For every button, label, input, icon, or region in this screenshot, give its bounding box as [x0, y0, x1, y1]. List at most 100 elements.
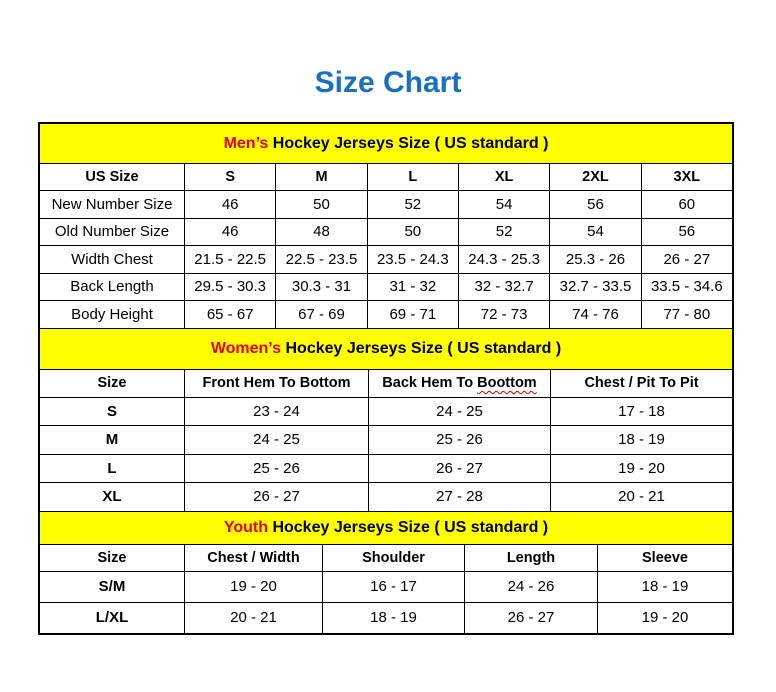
- womens-size-table: Women’s Hockey Jerseys Size ( US standar…: [39, 327, 733, 512]
- misspelled-word: Boottom: [477, 375, 537, 391]
- mens-band: Men’s Hockey Jerseys Size ( US standard …: [39, 123, 733, 164]
- table-cell: 20 - 21: [184, 601, 323, 634]
- page-title: Size Chart: [314, 66, 462, 99]
- table-cell: Old Number Size: [39, 217, 185, 246]
- table-cell: 26 - 27: [640, 245, 734, 274]
- table-cell: 54: [549, 217, 642, 246]
- table-cell: L/XL: [39, 601, 185, 634]
- table-cell: L: [39, 453, 185, 483]
- header-cell: L: [366, 163, 459, 191]
- table-row: Body Height 65 - 67 67 - 69 69 - 71 72 - 73 7…: [39, 300, 734, 329]
- table-cell: 19 - 20: [550, 453, 733, 483]
- table-cell: XL: [39, 482, 185, 512]
- table-cell: Width Chest: [39, 245, 185, 274]
- table-row: L 25 - 26 26 - 27 19 - 20: [39, 453, 733, 483]
- table-row: M 24 - 25 25 - 26 18 - 19: [39, 425, 733, 455]
- header-cell: Chest / Width: [184, 543, 323, 572]
- table-cell: 26 - 27: [368, 453, 551, 483]
- table-cell: 24 - 25: [368, 396, 551, 426]
- table-cell: 74 - 76: [549, 300, 642, 329]
- table-cell: 52: [366, 190, 459, 219]
- table-cell: S: [39, 396, 185, 426]
- table-cell: 21.5 - 22.5: [183, 245, 277, 274]
- header-cell: Front Hem To Bottom: [184, 368, 369, 398]
- table-cell: S/M: [39, 570, 185, 603]
- womens-header-row: Size Front Hem To Bottom Back Hem To Boo…: [39, 368, 733, 398]
- table-cell: 18 - 19: [597, 570, 733, 603]
- table-cell: 32.7 - 33.5: [549, 272, 642, 301]
- table-row: S/M 19 - 20 16 - 17 24 - 26 18 - 19: [39, 570, 733, 603]
- youth-band-title: Youth Hockey Jerseys Size ( US standard …: [39, 510, 733, 545]
- table-cell: 56: [640, 217, 734, 246]
- table-cell: 50: [366, 217, 459, 246]
- womens-band-title: Women’s Hockey Jerseys Size ( US standar…: [39, 327, 733, 370]
- header-cell: 3XL: [640, 163, 734, 191]
- table-cell: 27 - 28: [368, 482, 551, 512]
- table-cell: 18 - 19: [550, 425, 733, 455]
- table-row: Width Chest 21.5 - 22.5 22.5 - 23.5 23.5 - …: [39, 245, 734, 274]
- youth-size-table: Youth Hockey Jerseys Size ( US standard …: [39, 510, 733, 634]
- header-cell: XL: [457, 163, 551, 191]
- table-cell: 30.3 - 31: [275, 272, 368, 301]
- womens-band: Women’s Hockey Jerseys Size ( US standar…: [39, 327, 733, 370]
- table-cell: 26 - 27: [184, 482, 369, 512]
- table-cell: 20 - 21: [550, 482, 733, 512]
- size-chart-table: Men’s Hockey Jerseys Size ( US standard …: [38, 122, 734, 635]
- table-cell: Back Length: [39, 272, 185, 301]
- womens-label: Women’s: [210, 339, 282, 357]
- table-cell: 18 - 19: [322, 601, 465, 634]
- table-row: XL 26 - 27 27 - 28 20 - 21: [39, 482, 733, 512]
- table-cell: 23.5 - 24.3: [366, 245, 459, 274]
- table-cell: 26 - 27: [464, 601, 598, 634]
- table-cell: 69 - 71: [366, 300, 459, 329]
- youth-header-row: Size Chest / Width Shoulder Length Sleeve: [39, 543, 733, 572]
- table-row: S 23 - 24 24 - 25 17 - 18: [39, 396, 733, 426]
- table-cell: 24 - 25: [184, 425, 369, 455]
- table-cell: 77 - 80: [640, 300, 734, 329]
- header-text: Back Hem To: [382, 375, 478, 391]
- header-cell: Chest / Pit To Pit: [550, 368, 733, 398]
- table-cell: 19 - 20: [184, 570, 323, 603]
- mens-label: Men’s: [223, 134, 269, 152]
- youth-label: Youth: [223, 518, 268, 536]
- table-cell: 65 - 67: [183, 300, 277, 329]
- table-cell: 46: [183, 190, 277, 219]
- table-cell: 33.5 - 34.6: [640, 272, 734, 301]
- header-cell: S: [183, 163, 277, 191]
- header-cell: Back Hem To Boottom: [368, 368, 551, 398]
- header-cell: Length: [464, 543, 598, 572]
- table-cell: 60: [640, 190, 734, 219]
- table-cell: 23 - 24: [184, 396, 369, 426]
- table-cell: 32 - 32.7: [457, 272, 551, 301]
- header-cell: US Size: [39, 163, 185, 191]
- header-cell: Sleeve: [597, 543, 733, 572]
- table-cell: 22.5 - 23.5: [275, 245, 368, 274]
- table-cell: 25.3 - 26: [549, 245, 642, 274]
- table-row: L/XL 20 - 21 18 - 19 26 - 27 19 - 20: [39, 601, 733, 634]
- table-row: Back Length 29.5 - 30.3 30.3 - 31 31 - 32 32…: [39, 272, 734, 301]
- table-cell: 56: [549, 190, 642, 219]
- header-cell: M: [275, 163, 368, 191]
- table-cell: 25 - 26: [184, 453, 369, 483]
- table-cell: 31 - 32: [366, 272, 459, 301]
- table-cell: 24.3 - 25.3: [457, 245, 551, 274]
- header-cell: Size: [39, 368, 185, 398]
- table-cell: Body Height: [39, 300, 185, 329]
- mens-band-rest: Hockey Jerseys Size ( US standard ): [268, 134, 549, 152]
- womens-band-rest: Hockey Jerseys Size ( US standard ): [281, 339, 562, 357]
- table-cell: 16 - 17: [322, 570, 465, 603]
- table-cell: 72 - 73: [457, 300, 551, 329]
- table-row: New Number Size 46 50 52 54 56 60: [39, 190, 734, 219]
- table-cell: 19 - 20: [597, 601, 733, 634]
- header-cell: Shoulder: [322, 543, 465, 572]
- table-cell: M: [39, 425, 185, 455]
- table-cell: 50: [275, 190, 368, 219]
- youth-band: Youth Hockey Jerseys Size ( US standard …: [39, 510, 733, 545]
- table-cell: 17 - 18: [550, 396, 733, 426]
- mens-band-title: Men’s Hockey Jerseys Size ( US standard …: [39, 123, 733, 164]
- table-cell: 24 - 26: [464, 570, 598, 603]
- table-cell: 29.5 - 30.3: [183, 272, 277, 301]
- header-cell: Size: [39, 543, 185, 572]
- table-cell: 46: [183, 217, 277, 246]
- table-cell: 67 - 69: [275, 300, 368, 329]
